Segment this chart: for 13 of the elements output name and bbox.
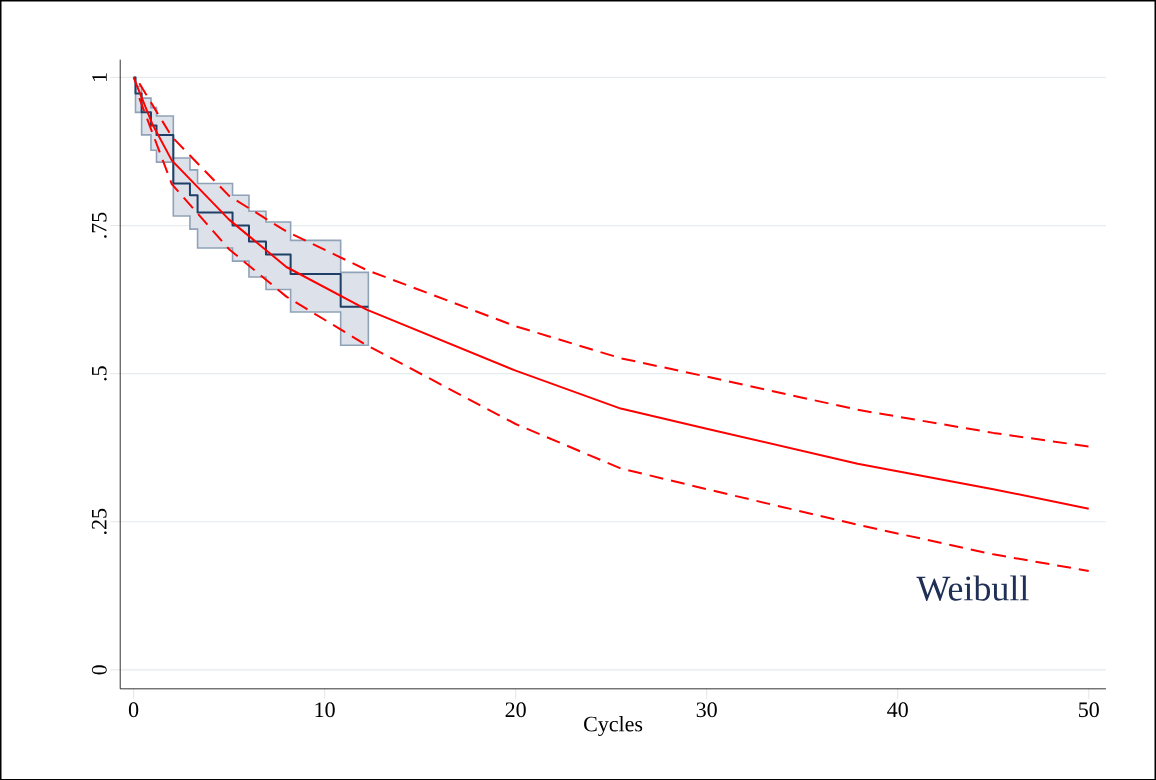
x-tick-label: 30 [696,702,717,717]
x-tick-label: 0 [128,702,139,717]
y-tick-label: .5 [91,366,107,381]
annotation: Weibull [916,575,1029,601]
y-tick-label: .25 [91,508,107,534]
x-tick-label: 50 [1079,702,1099,717]
y-tick-label: 0 [91,664,107,675]
x-tick-label: 20 [505,702,526,717]
x-tick-label: 10 [315,702,335,717]
y-tick-label: .75 [91,212,107,238]
x-axis-title: Cycles [584,715,643,736]
y-tick-label: 1 [92,73,107,81]
x-tick-label: 40 [887,702,908,717]
